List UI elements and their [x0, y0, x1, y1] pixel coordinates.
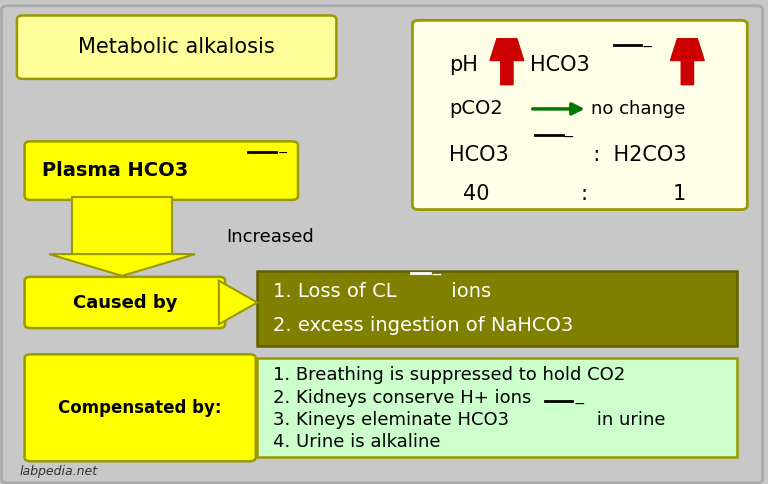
Text: 1. Loss of CL: 1. Loss of CL: [273, 282, 396, 301]
Text: 2. Kidneys conserve H+ ions: 2. Kidneys conserve H+ ions: [273, 389, 531, 407]
Text: 40: 40: [463, 183, 489, 204]
Text: labpedia.net: labpedia.net: [19, 466, 98, 478]
Polygon shape: [72, 197, 172, 254]
Text: in urine: in urine: [591, 411, 666, 429]
Text: Caused by: Caused by: [72, 293, 177, 312]
Text: −: −: [574, 397, 585, 411]
Polygon shape: [49, 254, 195, 276]
FancyBboxPatch shape: [25, 277, 225, 328]
Text: :  H2CO3: : H2CO3: [580, 145, 687, 165]
Text: no change: no change: [591, 100, 686, 118]
Text: −: −: [431, 268, 442, 282]
Text: ions: ions: [445, 282, 492, 301]
Text: 1: 1: [673, 183, 687, 204]
Text: pH: pH: [449, 55, 478, 76]
FancyBboxPatch shape: [25, 141, 298, 200]
Text: HCO3: HCO3: [530, 55, 590, 76]
Text: Compensated by:: Compensated by:: [58, 399, 222, 417]
Text: 2. excess ingestion of NaHCO3: 2. excess ingestion of NaHCO3: [273, 317, 573, 335]
Text: pCO2: pCO2: [449, 99, 503, 119]
FancyBboxPatch shape: [17, 15, 336, 79]
FancyBboxPatch shape: [25, 354, 256, 461]
Text: −: −: [641, 40, 653, 54]
FancyBboxPatch shape: [2, 6, 763, 483]
Text: Increased: Increased: [227, 228, 314, 246]
Bar: [257, 358, 737, 457]
Polygon shape: [219, 281, 257, 324]
Polygon shape: [490, 39, 524, 85]
Text: −: −: [563, 130, 574, 143]
Polygon shape: [670, 39, 704, 85]
Text: Metabolic alkalosis: Metabolic alkalosis: [78, 37, 275, 57]
Text: :: :: [580, 183, 588, 204]
Text: −: −: [278, 147, 289, 160]
FancyBboxPatch shape: [412, 20, 747, 210]
Bar: [257, 271, 737, 346]
Text: 4. Urine is alkaline: 4. Urine is alkaline: [273, 434, 440, 452]
Text: Plasma HCO3: Plasma HCO3: [42, 161, 188, 180]
Text: 1. Breathing is suppressed to hold CO2: 1. Breathing is suppressed to hold CO2: [273, 366, 625, 384]
Text: 3. Kineys eleminate HCO3: 3. Kineys eleminate HCO3: [273, 411, 508, 429]
Text: HCO3: HCO3: [449, 145, 509, 165]
